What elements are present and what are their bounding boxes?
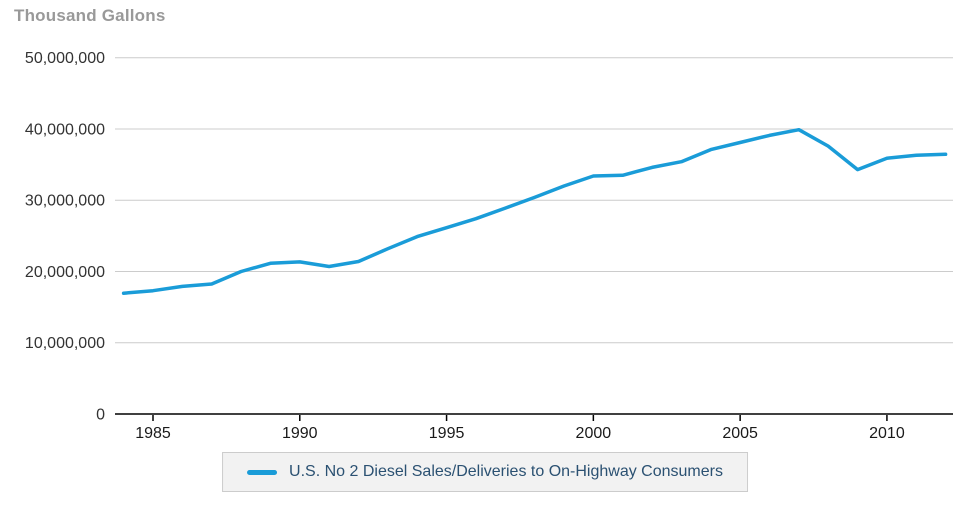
x-axis-label: 2010 xyxy=(869,425,905,442)
y-axis-label: 20,000,000 xyxy=(25,264,105,281)
x-axis-label: 1985 xyxy=(135,425,171,442)
legend-item-label: U.S. No 2 Diesel Sales/Deliveries to On-… xyxy=(289,463,723,480)
legend-item-diesel[interactable]: U.S. No 2 Diesel Sales/Deliveries to On-… xyxy=(247,463,723,481)
legend: U.S. No 2 Diesel Sales/Deliveries to On-… xyxy=(222,452,748,492)
x-axis-label: 2000 xyxy=(576,425,612,442)
y-axis-label: 40,000,000 xyxy=(25,121,105,138)
y-axis-label: 50,000,000 xyxy=(25,50,105,67)
legend-line-swatch xyxy=(247,469,278,475)
x-axis-label: 1990 xyxy=(282,425,318,442)
y-axis-label: 0 xyxy=(96,407,105,424)
y-axis-label: 30,000,000 xyxy=(25,193,105,210)
x-axis-label: 2005 xyxy=(722,425,758,442)
y-axis-label: 10,000,000 xyxy=(25,335,105,352)
series-line-diesel[interactable] xyxy=(121,127,948,295)
x-axis-label: 1995 xyxy=(429,425,465,442)
y-axis-unit-label: Thousand Gallons xyxy=(14,6,166,25)
